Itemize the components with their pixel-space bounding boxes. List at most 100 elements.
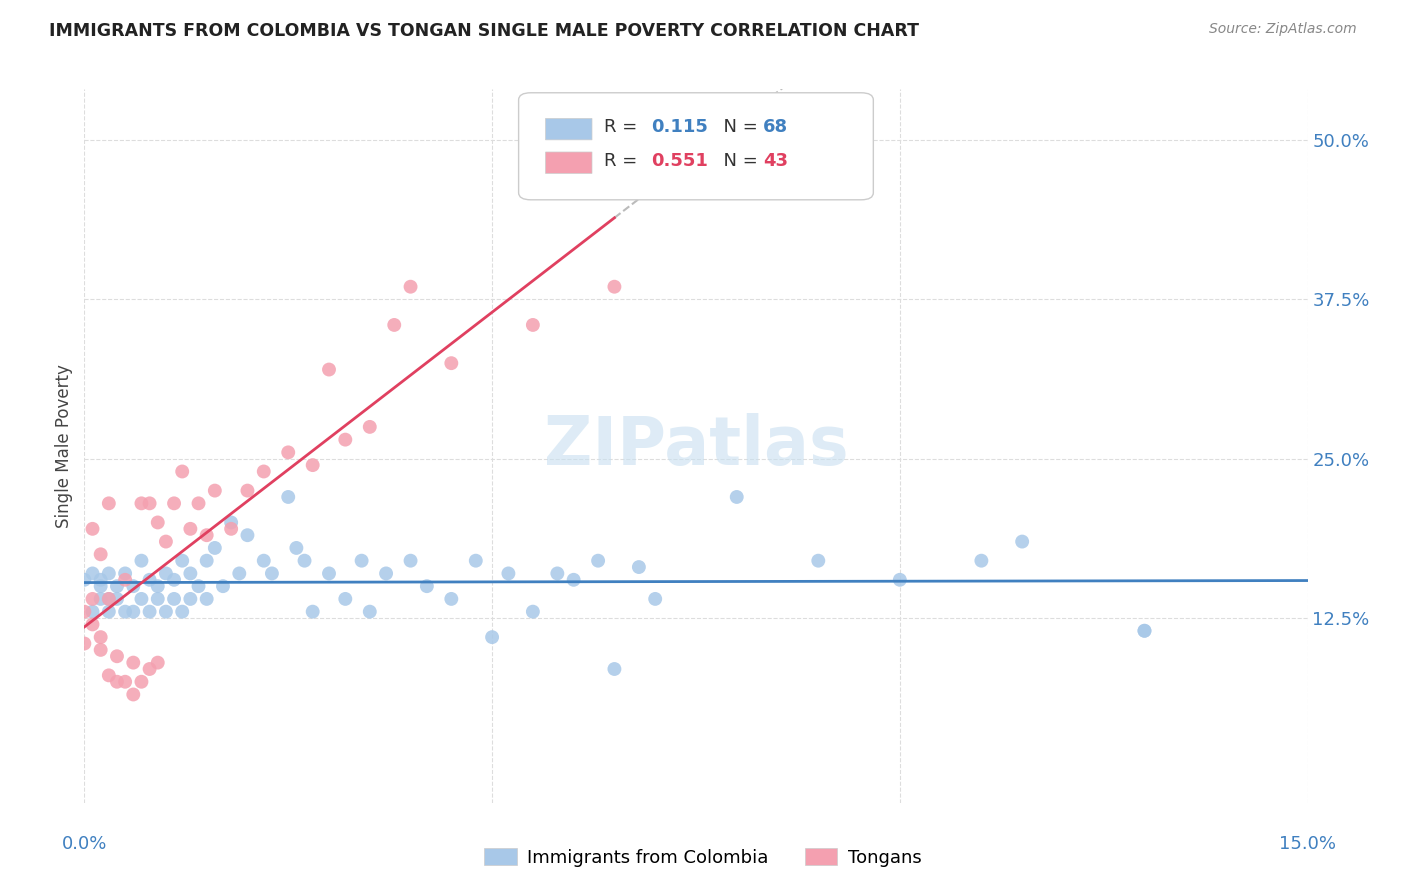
Point — [318, 362, 340, 376]
Point — [1133, 624, 1156, 638]
Text: 0.551: 0.551 — [651, 152, 707, 169]
Text: 15.0%: 15.0% — [1279, 835, 1336, 853]
Point — [546, 566, 568, 581]
Point — [90, 591, 112, 606]
Point — [105, 674, 128, 689]
Point — [73, 605, 96, 619]
Point — [114, 566, 136, 581]
Text: 43: 43 — [763, 152, 789, 169]
Point — [260, 566, 283, 581]
Legend: Immigrants from Colombia, Tongans: Immigrants from Colombia, Tongans — [477, 841, 929, 874]
Point — [114, 605, 136, 619]
Point — [522, 318, 544, 332]
Point — [195, 554, 218, 568]
FancyBboxPatch shape — [519, 93, 873, 200]
Point — [105, 591, 128, 606]
Point — [163, 573, 186, 587]
Point — [138, 662, 160, 676]
Point — [285, 541, 308, 555]
Point — [97, 591, 120, 606]
Text: N =: N = — [711, 118, 763, 136]
Point — [440, 591, 463, 606]
Point — [155, 534, 177, 549]
Point — [889, 573, 911, 587]
Point — [301, 458, 323, 472]
Point — [122, 579, 145, 593]
Text: 0.115: 0.115 — [651, 118, 707, 136]
Point — [228, 566, 250, 581]
Point — [627, 560, 650, 574]
Point — [155, 605, 177, 619]
Point — [603, 279, 626, 293]
Point — [73, 636, 96, 650]
Text: Source: ZipAtlas.com: Source: ZipAtlas.com — [1209, 22, 1357, 37]
Text: 0.0%: 0.0% — [62, 835, 107, 853]
Point — [97, 591, 120, 606]
FancyBboxPatch shape — [546, 119, 592, 140]
Point — [82, 617, 104, 632]
Point — [146, 591, 169, 606]
Point — [179, 591, 201, 606]
Point — [172, 465, 194, 479]
Point — [416, 579, 439, 593]
Point — [464, 554, 486, 568]
Point — [187, 496, 209, 510]
Point — [90, 579, 112, 593]
Point — [522, 605, 544, 619]
Point — [498, 566, 520, 581]
Point — [970, 554, 993, 568]
Point — [807, 554, 830, 568]
Point — [82, 605, 104, 619]
Point — [138, 496, 160, 510]
Point — [146, 656, 169, 670]
Point — [359, 605, 381, 619]
Point — [725, 490, 748, 504]
Y-axis label: Single Male Poverty: Single Male Poverty — [55, 364, 73, 528]
Point — [318, 566, 340, 581]
Point — [212, 579, 235, 593]
Point — [138, 605, 160, 619]
Point — [359, 420, 381, 434]
Point — [399, 279, 422, 293]
Point — [146, 516, 169, 530]
Point — [90, 573, 112, 587]
Point — [277, 445, 299, 459]
Point — [82, 591, 104, 606]
Text: ZIPatlas: ZIPatlas — [544, 413, 848, 479]
Point — [195, 528, 218, 542]
Point — [172, 554, 194, 568]
Point — [114, 573, 136, 587]
Point — [335, 591, 357, 606]
Point — [97, 566, 120, 581]
Point — [90, 630, 112, 644]
Point — [131, 591, 153, 606]
Point — [253, 554, 276, 568]
Point — [236, 528, 259, 542]
Point — [155, 566, 177, 581]
Point — [204, 483, 226, 498]
Point — [172, 605, 194, 619]
Point — [375, 566, 398, 581]
Point — [399, 554, 422, 568]
Text: IMMIGRANTS FROM COLOMBIA VS TONGAN SINGLE MALE POVERTY CORRELATION CHART: IMMIGRANTS FROM COLOMBIA VS TONGAN SINGL… — [49, 22, 920, 40]
Point — [301, 605, 323, 619]
Point — [179, 522, 201, 536]
Point — [163, 496, 186, 510]
Point — [195, 591, 218, 606]
Point — [131, 674, 153, 689]
Point — [82, 522, 104, 536]
Point — [90, 547, 112, 561]
Point — [82, 566, 104, 581]
Point — [131, 554, 153, 568]
Point — [236, 483, 259, 498]
Point — [562, 573, 585, 587]
Point — [603, 662, 626, 676]
Point — [105, 649, 128, 664]
Point — [335, 433, 357, 447]
Point — [219, 522, 242, 536]
Point — [1133, 624, 1156, 638]
Point — [204, 541, 226, 555]
Text: N =: N = — [711, 152, 763, 169]
Point — [644, 591, 666, 606]
Point — [163, 591, 186, 606]
